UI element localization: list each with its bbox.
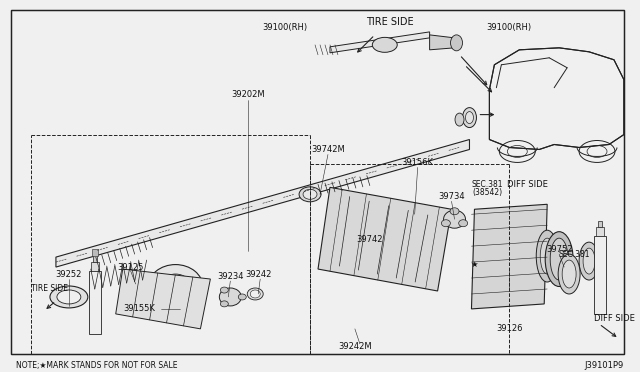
Text: SEC.381: SEC.381: [472, 180, 503, 189]
Ellipse shape: [562, 260, 576, 288]
Ellipse shape: [540, 238, 554, 274]
Ellipse shape: [220, 301, 228, 307]
Ellipse shape: [178, 291, 183, 295]
Text: DIFF SIDE: DIFF SIDE: [507, 180, 548, 189]
Ellipse shape: [372, 37, 397, 52]
Ellipse shape: [168, 291, 173, 295]
Text: 39155K: 39155K: [124, 304, 156, 314]
Polygon shape: [596, 227, 604, 236]
Ellipse shape: [455, 113, 464, 126]
Polygon shape: [598, 221, 602, 227]
Text: (38542): (38542): [472, 188, 502, 197]
Text: ★: ★: [470, 260, 478, 269]
Text: DIFF SIDE: DIFF SIDE: [593, 314, 634, 323]
Ellipse shape: [459, 220, 468, 227]
Polygon shape: [429, 35, 454, 50]
Polygon shape: [89, 271, 100, 334]
Text: 39126: 39126: [496, 324, 523, 333]
Text: TIRE SIDE: TIRE SIDE: [31, 285, 68, 294]
Text: 39100(RH): 39100(RH): [262, 23, 308, 32]
Ellipse shape: [220, 287, 228, 293]
Ellipse shape: [183, 285, 188, 289]
Text: 39234: 39234: [217, 272, 244, 280]
Ellipse shape: [444, 210, 465, 228]
Ellipse shape: [50, 286, 88, 308]
Text: NOTE;★MARK STANDS FOR NOT FOR SALE: NOTE;★MARK STANDS FOR NOT FOR SALE: [16, 361, 177, 370]
Ellipse shape: [238, 294, 246, 300]
Ellipse shape: [450, 208, 459, 215]
Ellipse shape: [299, 187, 321, 202]
Text: 39252: 39252: [56, 270, 82, 279]
Text: 39202M: 39202M: [232, 90, 265, 99]
Polygon shape: [92, 249, 98, 256]
Ellipse shape: [442, 220, 451, 227]
Text: SEC.381: SEC.381: [558, 250, 590, 259]
Ellipse shape: [220, 288, 241, 306]
Text: 39125: 39125: [118, 263, 144, 272]
Polygon shape: [56, 140, 470, 267]
Ellipse shape: [545, 232, 573, 286]
Polygon shape: [330, 194, 438, 284]
Ellipse shape: [558, 254, 580, 294]
Polygon shape: [330, 32, 429, 53]
Ellipse shape: [303, 189, 317, 199]
Ellipse shape: [463, 108, 476, 128]
Text: J39101P9: J39101P9: [585, 361, 624, 370]
Polygon shape: [93, 255, 97, 262]
Ellipse shape: [583, 248, 595, 274]
Ellipse shape: [536, 230, 558, 282]
Text: 39742: 39742: [356, 235, 383, 244]
Ellipse shape: [178, 279, 183, 283]
Ellipse shape: [451, 35, 463, 51]
Ellipse shape: [163, 285, 168, 289]
Text: 39742M: 39742M: [311, 145, 345, 154]
Ellipse shape: [148, 264, 203, 310]
Text: 39242M: 39242M: [338, 342, 372, 351]
Text: 39100(RH): 39100(RH): [487, 23, 532, 32]
Ellipse shape: [168, 279, 173, 283]
Ellipse shape: [550, 238, 568, 280]
Ellipse shape: [250, 290, 260, 298]
Text: TIRE SIDE: TIRE SIDE: [366, 17, 413, 27]
Polygon shape: [472, 204, 547, 309]
Ellipse shape: [247, 288, 263, 300]
Ellipse shape: [57, 290, 81, 304]
Polygon shape: [11, 10, 624, 354]
Polygon shape: [91, 262, 99, 271]
Text: 39752: 39752: [546, 245, 572, 254]
Polygon shape: [594, 236, 606, 314]
Text: 39156K: 39156K: [402, 158, 434, 167]
Polygon shape: [318, 187, 452, 291]
Ellipse shape: [159, 274, 191, 300]
Polygon shape: [116, 269, 211, 329]
Text: 39734: 39734: [438, 192, 465, 201]
Text: 39242: 39242: [245, 270, 271, 279]
Ellipse shape: [579, 242, 599, 280]
Ellipse shape: [465, 112, 474, 124]
